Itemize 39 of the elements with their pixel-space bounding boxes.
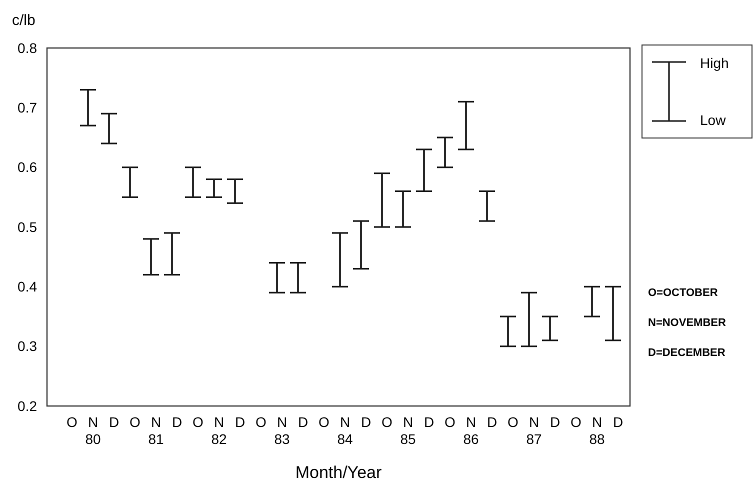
x-tick-label: N 80 bbox=[85, 414, 101, 447]
x-tick-label: N 88 bbox=[589, 414, 605, 447]
x-tick-label: D bbox=[172, 414, 182, 430]
x-tick-label: O bbox=[192, 414, 204, 430]
x-tick-label: D bbox=[486, 414, 498, 430]
text: N=NOVEMBER bbox=[648, 317, 726, 329]
x-tick-label: N 87 bbox=[526, 414, 542, 447]
x-tick-label: O bbox=[508, 414, 519, 430]
x-tick-label: O bbox=[318, 414, 330, 430]
x-tick-label: D bbox=[234, 414, 246, 430]
x-tick-label: O bbox=[130, 414, 141, 430]
y-tick-label: 0.5 bbox=[18, 218, 38, 235]
y-tick-label: 0.4 bbox=[18, 278, 38, 295]
x-tick-label: N 85 bbox=[400, 414, 416, 447]
x-tick-label: N 86 bbox=[463, 414, 479, 447]
x-tick-label: N 82 bbox=[211, 414, 227, 447]
x-axis-title: Month/Year bbox=[295, 463, 382, 482]
x-tick-label: N 83 bbox=[274, 414, 290, 447]
x-tick-label: O bbox=[66, 414, 78, 430]
y-tick-label: 0.6 bbox=[18, 159, 38, 176]
x-tick-label: O bbox=[382, 414, 393, 430]
x-tick-label: O bbox=[256, 414, 267, 430]
text: D=DECEMBER bbox=[648, 347, 726, 359]
y-axis-title: c/lb bbox=[12, 12, 36, 29]
y-tick-label: 0.7 bbox=[18, 100, 38, 116]
x-tick-label: N 81 bbox=[148, 414, 164, 447]
x-tick-label: D bbox=[360, 414, 372, 430]
text: O=OCTOBER bbox=[648, 287, 718, 299]
x-tick-label: D bbox=[108, 414, 120, 430]
x-tick-label: D bbox=[612, 414, 624, 430]
y-tick-label: 0.8 bbox=[18, 40, 38, 56]
x-tick-label: D bbox=[298, 414, 308, 430]
y-tick-label: 0.2 bbox=[18, 398, 38, 414]
x-tick-label: D bbox=[424, 414, 434, 430]
x-tick-label: O bbox=[444, 414, 456, 430]
x-tick-label: O bbox=[570, 414, 582, 430]
y-tick-label: 0.3 bbox=[18, 338, 38, 354]
x-tick-label: D bbox=[550, 414, 560, 430]
x-tick-label: N 84 bbox=[337, 414, 353, 447]
